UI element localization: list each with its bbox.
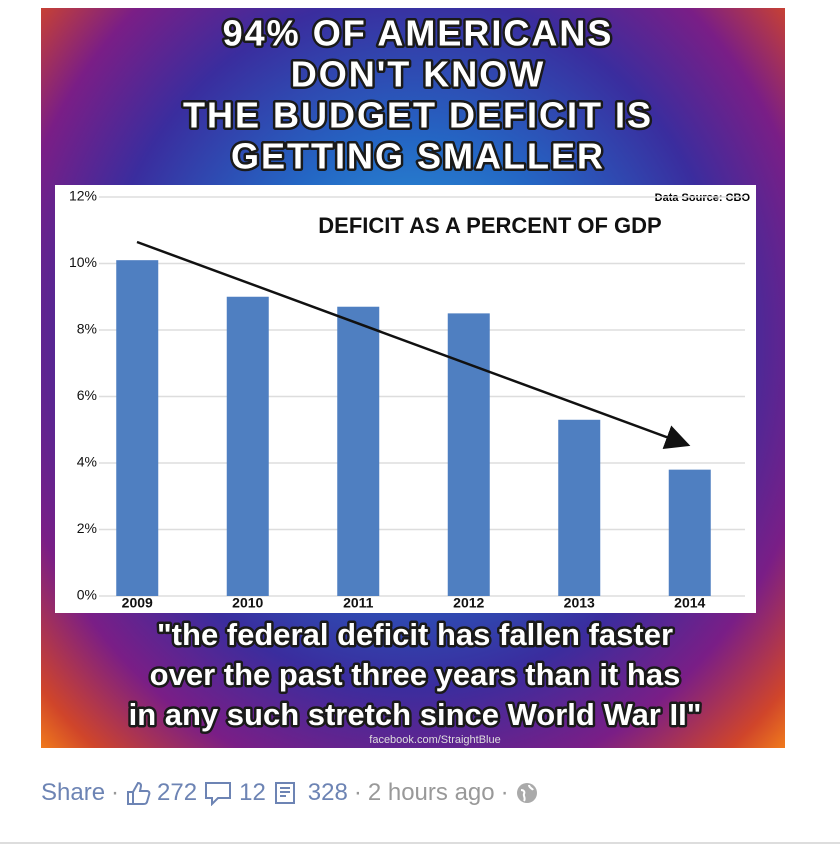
x-tick-label: 2010 <box>232 595 263 611</box>
quote-line: "the federal deficit has fallen faster <box>157 617 673 652</box>
y-tick-label: 8% <box>77 321 97 337</box>
comment-icon[interactable] <box>203 780 233 806</box>
share-count[interactable]: 328 <box>307 779 348 806</box>
separator: · <box>111 779 120 806</box>
y-tick-label: 10% <box>69 254 97 270</box>
chart-title: DEFICIT AS A PERCENT OF GDP <box>318 213 661 238</box>
bar <box>226 296 269 596</box>
data-source: Data Source: CBO <box>655 192 751 204</box>
comment-count[interactable]: 12 <box>239 779 266 806</box>
separator: · <box>500 779 509 806</box>
like-count[interactable]: 272 <box>157 779 198 806</box>
timestamp[interactable]: 2 hours ago <box>367 779 495 806</box>
x-tick-label: 2014 <box>674 595 705 611</box>
like-icon[interactable] <box>125 780 151 806</box>
x-tick-label: 2011 <box>343 595 374 611</box>
x-tick-label: 2013 <box>564 595 595 611</box>
bar <box>668 469 711 596</box>
y-tick-label: 2% <box>77 520 97 536</box>
separator: · <box>353 779 362 806</box>
share-icon[interactable] <box>272 780 302 806</box>
headline-line: THE BUDGET DEFICIT IS <box>183 95 653 136</box>
quote: "the federal deficit has fallen faster ov… <box>126 615 704 735</box>
share-link[interactable]: Share <box>41 779 106 806</box>
trend-arrow <box>136 240 691 449</box>
watermark: facebook.com/StraightBlue <box>369 734 500 746</box>
post-footer: Share · 272 12 328 · 2 hours ago · <box>41 775 539 811</box>
y-tick-label: 4% <box>77 454 97 470</box>
post-border <box>0 842 840 844</box>
headline-line: 94% OF AMERICANS <box>223 13 614 54</box>
quote-line: in any such stretch since World War II" <box>129 697 702 732</box>
y-tick-label: 12% <box>69 188 97 204</box>
privacy-icon[interactable] <box>515 781 539 805</box>
chart-panel <box>55 185 756 613</box>
bar <box>558 419 601 596</box>
y-tick-label: 0% <box>77 587 97 603</box>
x-tick-label: 2012 <box>453 595 484 611</box>
quote-line: over the past three years than it has <box>150 657 681 692</box>
x-tick-label: 2009 <box>122 595 153 611</box>
y-tick-label: 6% <box>77 387 97 403</box>
bar <box>116 260 159 596</box>
headline-line: DON'T KNOW <box>291 54 546 95</box>
bar <box>337 306 380 596</box>
bar <box>447 313 490 596</box>
headline-line: GETTING SMALLER <box>231 136 605 177</box>
